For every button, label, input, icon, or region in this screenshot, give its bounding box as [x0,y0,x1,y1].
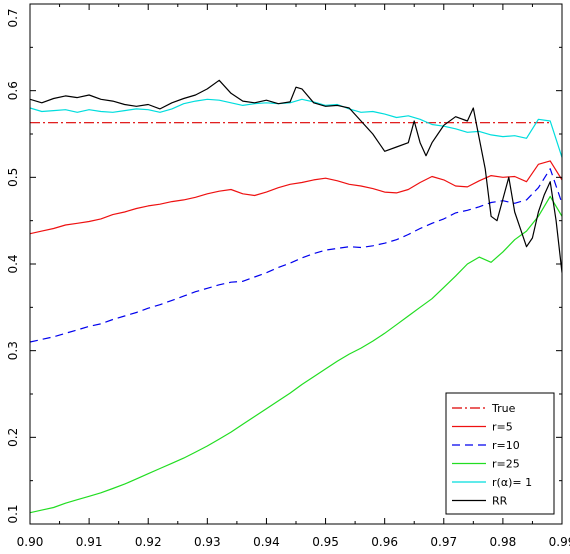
x-tick-label: 0.91 [76,535,103,549]
x-tick-label: 0.95 [312,535,339,549]
series-layer [30,79,562,514]
series-line-1 [30,160,562,235]
legend-label-2: r=10 [492,439,520,452]
x-tick-label: 0.90 [17,535,44,549]
legend-box [445,392,555,515]
y-tick-label: 0.7 [6,8,20,27]
x-tick-label: 0.99 [549,535,570,549]
x-tick-label: 0.96 [371,535,398,549]
x-tick-label: 0.97 [430,535,457,549]
legend-label-5: RR [492,495,508,508]
x-tick-label: 0.94 [253,535,280,549]
y-tick-label: 0.5 [6,168,20,187]
legend: True r=5 r=10 r=25 r(α)= 1 RR [445,392,555,515]
y-tick-label: 0.6 [6,81,20,100]
y-tick-label: 0.4 [6,254,20,273]
x-tick-label: 0.93 [194,535,221,549]
legend-label-1: r=5 [492,421,513,434]
legend-label-4: r(α)= 1 [492,476,532,489]
series-line-4 [30,98,562,158]
x-tick-label: 0.98 [490,535,517,549]
legend-label-0: True [491,402,516,415]
series-line-3 [30,195,562,514]
tick-layer: 0.90 0.91 0.92 0.93 0.94 0.95 0.96 0.97 0.98 0.99… [6,3,570,549]
legend-label-3: r=25 [492,458,520,471]
series-line-2 [30,168,562,343]
y-tick-label: 0.1 [6,504,20,523]
y-tick-label: 0.2 [6,428,20,447]
x-tick-label: 0.92 [135,535,162,549]
series-line-5 [30,79,562,273]
y-tick-label: 0.3 [6,341,20,360]
